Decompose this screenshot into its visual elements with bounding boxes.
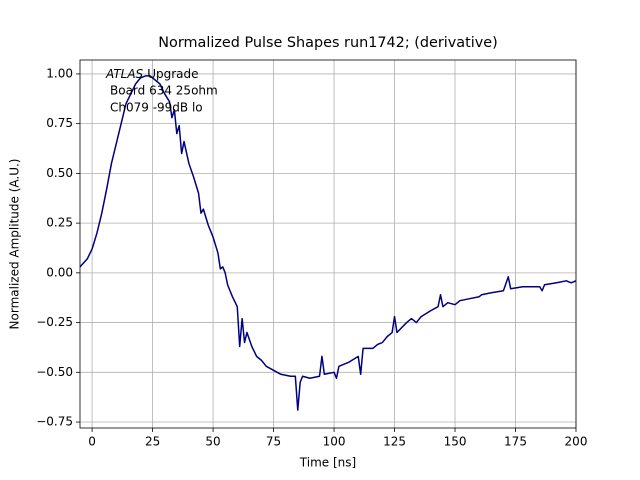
chart-title: Normalized Pulse Shapes run1742; (deriva… (158, 35, 497, 51)
annotation: ATLAS Upgrade (105, 67, 199, 81)
y-axis-label: Normalized Amplitude (A.U.) (8, 159, 22, 330)
annotation-emphasis: ATLAS (105, 67, 144, 81)
y-tick-label: 0.50 (46, 166, 73, 180)
y-tick-label: 0.25 (46, 216, 73, 230)
x-tick-label: 50 (205, 435, 220, 449)
y-tick-label: 0.00 (46, 265, 73, 279)
x-tick-label: 100 (323, 435, 346, 449)
y-tick-label: −0.50 (36, 365, 73, 379)
x-tick-label: 25 (145, 435, 160, 449)
x-tick-label: 175 (504, 435, 527, 449)
annotation-line: Board 634 25ohm (110, 84, 218, 98)
y-tick-label: −0.75 (36, 415, 73, 429)
annotation-line: Ch079 -99dB lo (110, 101, 203, 115)
x-tick-label: 0 (88, 435, 96, 449)
y-tick-label: 0.75 (46, 116, 73, 130)
x-axis-label: Time [ns] (299, 456, 356, 470)
y-tick-label: −0.25 (36, 315, 73, 329)
y-tick-label: 1.00 (46, 66, 73, 80)
x-tick-label: 200 (565, 435, 588, 449)
x-tick-label: 75 (266, 435, 281, 449)
annotation-text: Upgrade (147, 67, 198, 81)
x-tick-label: 150 (444, 435, 467, 449)
grid (80, 60, 577, 428)
data-line (80, 75, 576, 411)
axes-frame (79, 59, 577, 429)
plot (80, 75, 576, 411)
x-tick-label: 125 (383, 435, 406, 449)
